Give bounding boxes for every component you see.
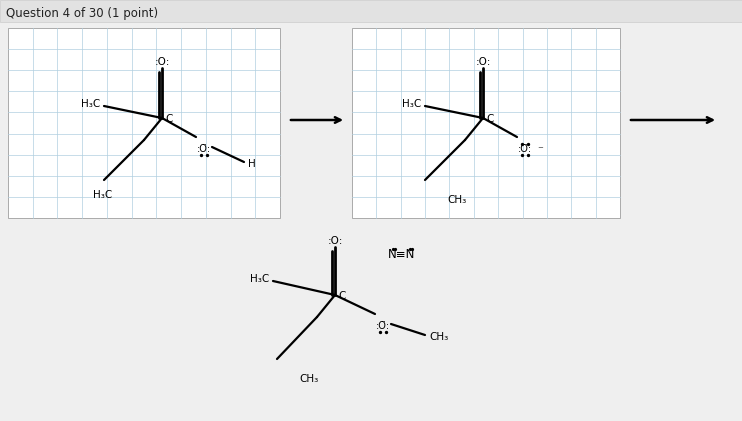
Text: :O:: :O: [327, 236, 343, 246]
Bar [8, 28, 280, 218]
Text: C: C [338, 291, 345, 301]
Text: CH₃: CH₃ [299, 374, 318, 384]
Text: H₃C: H₃C [81, 99, 100, 109]
Text: :Ö:: :Ö: [197, 144, 211, 154]
Text: C: C [165, 114, 172, 124]
Text: :Ö:: :Ö: [518, 144, 532, 154]
Text: :Ö:: :Ö: [376, 321, 390, 331]
Text: H: H [248, 159, 256, 169]
Text: Question 4 of 30 (1 point): Question 4 of 30 (1 point) [6, 8, 158, 21]
Text: N≡N: N≡N [388, 248, 416, 261]
Bar [352, 28, 620, 218]
Text: ⁻: ⁻ [537, 145, 543, 155]
Text: :O:: :O: [154, 57, 170, 67]
Text: H₃C: H₃C [401, 99, 421, 109]
Text: :O:: :O: [476, 57, 490, 67]
Bar [0, 0, 742, 22]
Text: C: C [486, 114, 493, 124]
Text: H₃C: H₃C [93, 190, 113, 200]
Text: H₃C: H₃C [250, 274, 269, 284]
Text: CH₃: CH₃ [447, 195, 467, 205]
Text: CH₃: CH₃ [429, 332, 448, 342]
